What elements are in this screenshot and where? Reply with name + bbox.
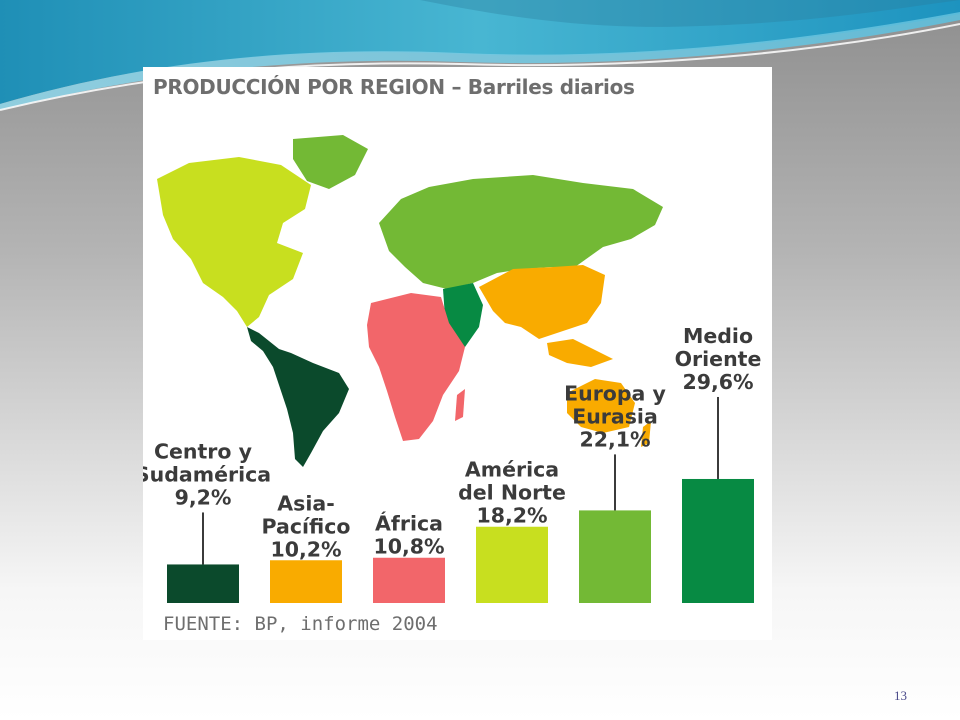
map-region-madagascar: [455, 389, 465, 421]
bar-label: América: [465, 458, 559, 482]
map-region-africa: [367, 293, 465, 441]
bar-label: 22,1%: [579, 427, 650, 451]
map-region-north-america: [157, 157, 311, 327]
bar: [579, 510, 651, 603]
bar: [167, 564, 239, 603]
bar-label: África: [375, 511, 443, 536]
slide-header-waves: [0, 0, 960, 111]
world-map: [157, 135, 663, 467]
source-note: FUENTE: BP, informe 2004: [163, 613, 438, 635]
chart-figure: PRODUCCIÓN POR REGION – Barriles diarios…: [143, 67, 772, 640]
map-region-eurasia: [379, 175, 663, 289]
bar-label: Pacífico: [262, 514, 351, 538]
bar-label: 10,8%: [373, 535, 444, 559]
map-region-australia: [567, 379, 635, 433]
bar-label: 9,2%: [175, 485, 232, 509]
bar: [682, 478, 754, 603]
bar-label: Sudamérica: [143, 462, 271, 486]
chart-title: PRODUCCIÓN POR REGION – Barriles diarios: [153, 75, 635, 99]
bar-label: Oriente: [675, 347, 762, 371]
bar-label: Eurasia: [572, 404, 658, 428]
bar-label: Europa y: [564, 381, 666, 405]
map-region-islands: [547, 339, 613, 367]
bar-label: 29,6%: [682, 370, 753, 394]
bar-label: 10,2%: [270, 537, 341, 561]
map-region-new-zealand: [641, 421, 651, 447]
bar-label: Asia-: [277, 491, 334, 515]
bar-label: Medio: [683, 324, 753, 348]
bar-label: del Norte: [458, 481, 566, 505]
bar: [373, 557, 445, 603]
bar: [476, 526, 548, 603]
bar-label: 18,2%: [476, 504, 547, 528]
bar: [270, 560, 342, 603]
bar-label: Centro y: [154, 439, 252, 463]
page-number: 13: [894, 688, 907, 703]
map-region-south-america: [247, 327, 349, 467]
map-region-asia: [479, 265, 605, 339]
map-region-greenland: [293, 135, 368, 189]
